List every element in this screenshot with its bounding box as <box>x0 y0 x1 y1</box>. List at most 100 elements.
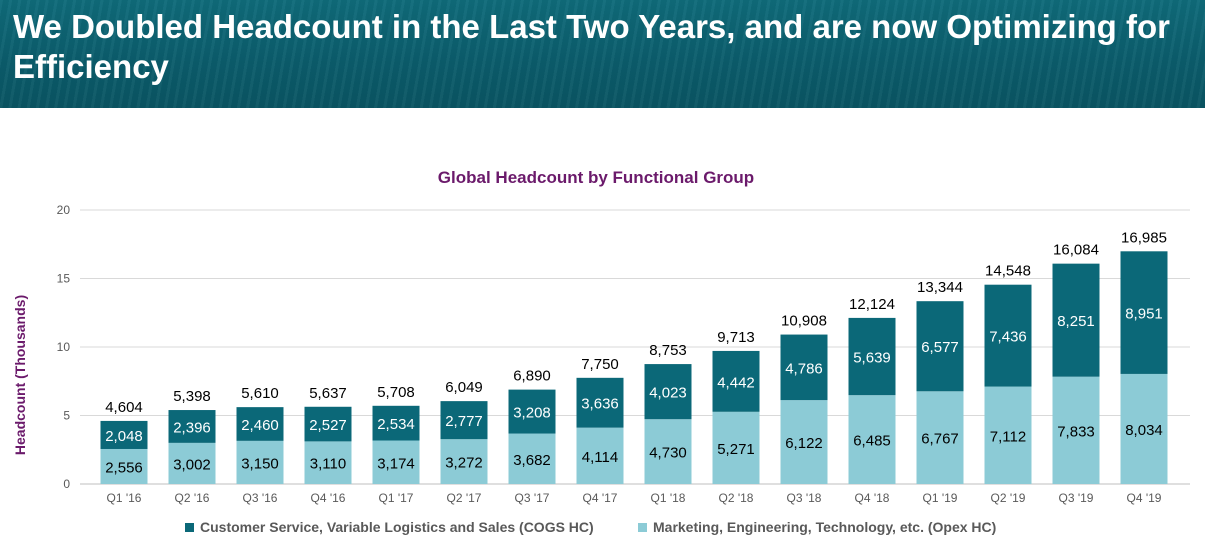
data-label-cogs: 6,577 <box>921 339 959 356</box>
y-tick-label: 20 <box>57 203 71 217</box>
x-tick-label: Q1 '18 <box>651 491 686 505</box>
data-label-cogs: 8,951 <box>1125 306 1163 323</box>
bar-cogs <box>100 420 148 449</box>
data-label-opex: 5,271 <box>717 441 755 458</box>
bar-opex <box>916 391 964 484</box>
x-tick-label: Q2 '16 <box>175 491 210 505</box>
title-banner: We Doubled Headcount in the Last Two Yea… <box>0 0 1205 108</box>
y-axis-ticks: 0 5 10 15 20 <box>57 203 71 491</box>
data-label-opex: 4,114 <box>582 449 618 466</box>
bar-cogs <box>916 301 964 392</box>
y-tick-label: 10 <box>57 340 71 354</box>
data-label-total: 12,124 <box>849 296 895 313</box>
data-label-opex: 7,833 <box>1057 423 1095 440</box>
x-tick-label: Q1 '17 <box>379 491 414 505</box>
data-label-opex: 3,174 <box>377 455 415 472</box>
banner-texture <box>0 0 1205 108</box>
bar-opex <box>644 419 692 484</box>
data-label-total: 14,548 <box>985 263 1031 280</box>
x-tick-label: Q1 '19 <box>923 491 958 505</box>
data-label-cogs: 8,251 <box>1057 313 1095 330</box>
bars: 2,556 2,048 4,604 3,002 2,396 5,398 3,150 2,460… <box>100 229 1168 484</box>
x-tick-label: Q1 '16 <box>107 491 142 505</box>
x-tick-label: Q2 '17 <box>447 491 482 505</box>
x-tick-label: Q4 '18 <box>855 491 890 505</box>
legend: Customer Service, Variable Logistics and… <box>185 519 996 535</box>
legend-label: Customer Service, Variable Logistics and… <box>200 519 594 535</box>
y-tick-label: 5 <box>63 409 70 423</box>
bar-opex <box>576 427 624 484</box>
x-tick-label: Q3 '18 <box>787 491 822 505</box>
x-tick-label: Q3 '16 <box>243 491 278 505</box>
x-tick-label: Q2 '18 <box>719 491 754 505</box>
data-label-opex: 6,485 <box>853 433 891 450</box>
legend-label: Marketing, Engineering, Technology, etc.… <box>653 519 996 535</box>
data-label-opex: 2,556 <box>105 459 143 476</box>
data-label-cogs: 5,639 <box>853 350 891 367</box>
bar-cogs <box>372 405 420 441</box>
data-label-total: 5,708 <box>377 384 415 401</box>
data-label-cogs: 4,786 <box>785 360 823 377</box>
data-label-opex: 4,730 <box>649 445 687 462</box>
data-label-total: 5,610 <box>241 385 279 402</box>
headcount-chart: Global Headcount by Functional Group Hea… <box>12 168 1190 535</box>
data-label-total: 16,084 <box>1053 242 1099 259</box>
x-axis-ticks: Q1 '16 Q2 '16 Q3 '16 Q4 '16 Q1 '17 Q2 '17 Q3 '… <box>107 491 1162 505</box>
data-label-total: 5,398 <box>173 388 211 405</box>
bar-cogs <box>644 364 692 420</box>
bar-opex <box>168 442 216 484</box>
x-tick-label: Q3 '19 <box>1059 491 1094 505</box>
legend-item: Customer Service, Variable Logistics and… <box>185 519 594 535</box>
data-label-total: 16,985 <box>1121 229 1167 246</box>
data-label-cogs: 4,442 <box>717 374 755 391</box>
data-label-cogs: 3,208 <box>513 405 551 422</box>
bar-opex <box>508 433 556 484</box>
data-label-cogs: 4,023 <box>649 385 687 402</box>
bar-cogs <box>508 389 556 434</box>
y-tick-label: 0 <box>63 477 70 491</box>
bar-opex <box>848 395 896 484</box>
x-tick-label: Q4 '16 <box>311 491 346 505</box>
data-label-opex: 3,682 <box>513 452 551 469</box>
data-label-cogs: 2,527 <box>309 417 347 434</box>
bar-opex <box>984 386 1032 484</box>
bar-cogs <box>576 377 624 428</box>
bar-cogs <box>304 406 352 442</box>
bar-cogs <box>1120 251 1168 374</box>
data-label-total: 13,344 <box>917 279 963 296</box>
data-label-opex: 3,002 <box>173 456 211 473</box>
data-label-total: 10,908 <box>781 313 827 330</box>
bar-opex <box>1120 373 1168 484</box>
bar-cogs <box>1052 263 1100 377</box>
data-label-total: 6,890 <box>513 368 551 385</box>
data-label-opex: 6,767 <box>921 431 959 448</box>
x-tick-label: Q4 '17 <box>583 491 618 505</box>
data-label-opex: 6,122 <box>785 435 823 452</box>
data-label-cogs: 2,777 <box>445 413 483 430</box>
bar-cogs <box>712 350 760 412</box>
data-label-cogs: 7,436 <box>989 329 1027 346</box>
bar-cogs <box>984 284 1032 387</box>
bar-cogs <box>440 401 488 440</box>
data-label-total: 9,713 <box>717 329 755 346</box>
chart-title: Global Headcount by Functional Group <box>438 168 754 187</box>
bar-opex <box>780 400 828 484</box>
legend-item: Marketing, Engineering, Technology, etc.… <box>638 519 996 535</box>
bar-cogs <box>848 317 896 396</box>
data-label-opex: 7,112 <box>990 428 1026 445</box>
data-label-cogs: 2,460 <box>241 417 279 434</box>
data-label-total: 8,753 <box>649 342 687 359</box>
y-tick-label: 15 <box>57 272 71 286</box>
bar-cogs <box>236 407 284 441</box>
x-tick-label: Q3 '17 <box>515 491 550 505</box>
bar-opex <box>1052 376 1100 484</box>
data-label-opex: 3,110 <box>310 456 346 473</box>
bar-cogs <box>780 334 828 401</box>
x-tick-label: Q2 '19 <box>991 491 1026 505</box>
bar-opex <box>372 440 420 484</box>
data-label-opex: 3,272 <box>445 455 483 472</box>
data-label-total: 7,750 <box>581 356 619 373</box>
x-tick-label: Q4 '19 <box>1127 491 1162 505</box>
y-axis-label: Headcount (Thousands) <box>12 295 28 455</box>
data-label-cogs: 2,396 <box>173 419 211 436</box>
